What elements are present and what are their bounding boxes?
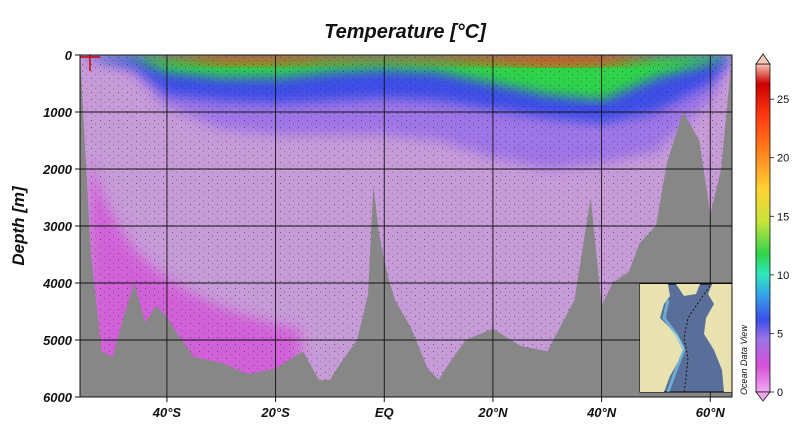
station-marker [80,55,100,71]
colorbar-tick-label: 20 [777,153,789,165]
y-tick-label: 5000 [43,333,73,348]
x-tick-label: 60°N [696,405,726,420]
x-axis-ticks: 40°S 20°S EQ 20°N 40°N 60°N [152,397,726,420]
x-tick-label: 20°S [260,405,290,420]
y-tick-label: 6000 [43,390,73,405]
x-tick-label: 20°N [477,405,508,420]
y-tick-label: 2000 [42,162,73,177]
y-axis-ticks: 0 1000 2000 3000 4000 5000 6000 [42,48,80,405]
colorbar-ticks: 0 5 10 15 20 25 [770,94,789,399]
inset-map-americas [640,284,684,392]
ocean-data-view-credit: Ocean Data View [739,325,749,395]
x-tick-label: 40°S [152,405,182,420]
colorbar-tick-label: 10 [777,270,789,282]
colorbar-top-cap [755,53,771,65]
colorbar-bottom-cap [755,391,771,402]
colorbar-tick-label: 5 [777,328,783,340]
chart-title: Temperature [°C] [324,21,487,43]
seafloor-topography [80,55,732,397]
inset-map-africa-europe [704,284,732,392]
inset-map-greenland [676,284,700,296]
y-axis-label: Depth [m] [9,185,28,266]
colorbar: 0 5 10 15 20 25 [755,53,789,402]
colorbar-tick-label: 15 [777,211,789,223]
x-tick-label: 40°N [586,405,617,420]
inset-map [639,283,732,393]
y-tick-label: 0 [65,48,73,63]
inset-map-section-track [683,285,711,392]
inset-map-shelf [662,299,686,392]
colorbar-tick-label: 0 [777,387,783,399]
colorbar-tick-label: 25 [777,94,789,106]
x-tick-label: EQ [375,405,394,420]
y-tick-label: 3000 [43,219,73,234]
colorbar-gradient [755,63,771,393]
y-tick-label: 4000 [42,276,73,291]
plot-area [80,55,732,397]
y-tick-label: 1000 [43,105,73,120]
